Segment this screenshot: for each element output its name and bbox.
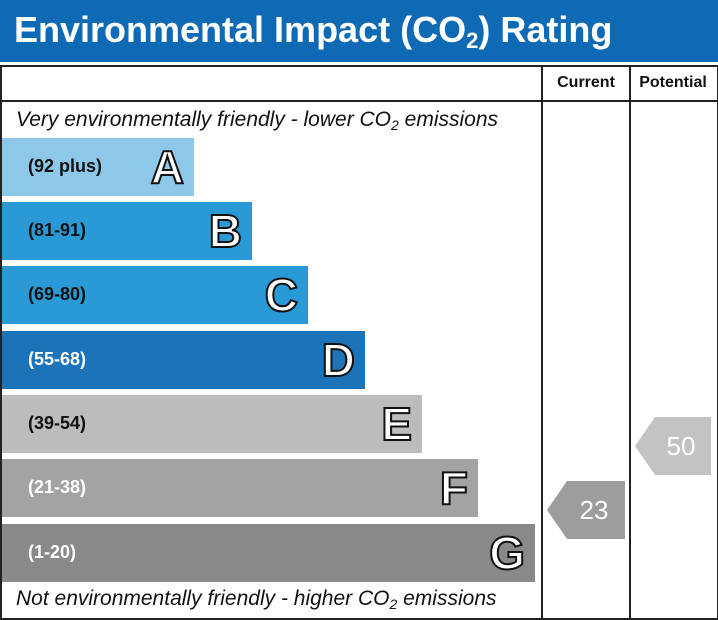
band-g: (1-20) G <box>2 524 535 582</box>
band-e: (39-54) E <box>2 395 422 453</box>
top-note-text-end: emissions <box>398 108 499 131</box>
potential-column-header: Potential <box>639 74 707 91</box>
current-column-header: Current <box>557 74 615 91</box>
band-range-label: (39-54) <box>28 413 87 433</box>
band-range-label: (69-80) <box>28 284 87 304</box>
potential-rating-pointer-value: 50 <box>666 430 696 461</box>
bottom-note-subscript: 2 <box>389 596 398 612</box>
top-note: Very environmentally friendly - lower CO… <box>16 108 498 133</box>
band-range-label: (21-38) <box>28 477 87 497</box>
bottom-note-text: Not environmentally friendly - higher CO <box>16 587 390 610</box>
potential-rating-pointer-shape <box>635 417 711 475</box>
band-letter: C <box>264 268 299 322</box>
band-d: (55-68) D <box>2 331 365 389</box>
current-rating-pointer-value: 23 <box>579 494 609 525</box>
potential-rating-pointer: 50 <box>635 417 711 475</box>
band-b: (81-91) B <box>2 202 252 260</box>
band-range-label: (81-91) <box>28 220 87 240</box>
current-rating-pointer: 23 <box>547 481 625 539</box>
band-letter: E <box>380 397 413 451</box>
current-rating-pointer-arrow <box>547 481 625 539</box>
column-divider-current <box>541 65 543 618</box>
band-range-label: (92 plus) <box>28 156 103 176</box>
band-c: (69-80) C <box>2 266 308 324</box>
top-note-text: Very environmentally friendly - lower CO <box>16 108 392 131</box>
header-row-divider <box>0 100 718 102</box>
band-range-label: (55-68) <box>28 349 87 369</box>
title-bar: Environmental Impact (CO2) Rating <box>0 0 718 62</box>
band-letter: D <box>321 333 356 387</box>
bottom-note: Not environmentally friendly - higher CO… <box>16 587 497 612</box>
chart-title: Environmental Impact (CO2) Rating <box>14 9 612 54</box>
top-note-subscript: 2 <box>391 117 399 133</box>
bottom-note-text-end: emissions <box>397 587 497 610</box>
band-range-label: (1-20) <box>28 542 77 562</box>
column-divider-potential <box>629 65 631 618</box>
potential-rating-pointer-arrow <box>635 417 711 475</box>
current-rating-pointer-shape <box>547 481 625 539</box>
band-a: (92 plus) A <box>2 138 194 196</box>
title-text-end: ) Rating <box>478 9 613 50</box>
band-letter: F <box>439 461 469 515</box>
band-letter: A <box>150 140 185 194</box>
title-subscript: 2 <box>466 28 479 53</box>
band-letter: B <box>208 204 243 258</box>
band-letter: G <box>488 526 526 580</box>
title-text: Environmental Impact (CO <box>14 9 467 50</box>
band-f: (21-38) F <box>2 459 478 517</box>
